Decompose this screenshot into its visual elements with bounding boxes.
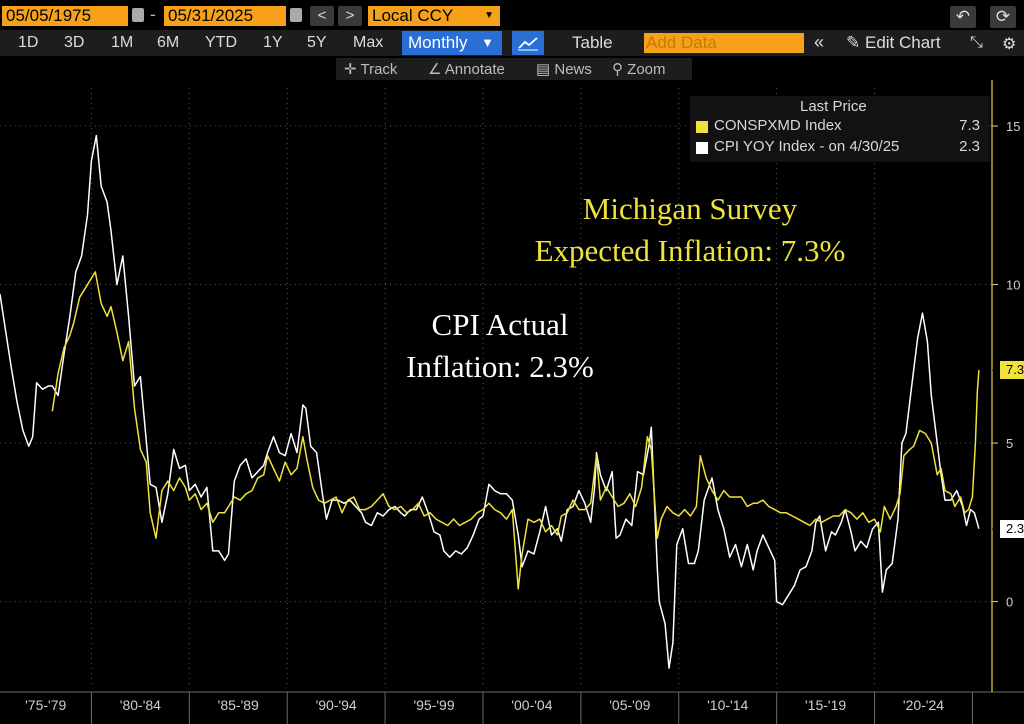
legend-swatch-cpi [696,142,708,154]
period-button-3d[interactable]: 3D [64,34,85,51]
cpi-annotation: CPI Actual Inflation: 2.3% [360,304,640,388]
period-button-max[interactable]: Max [353,34,384,51]
news-tool[interactable]: ▤ News [536,60,592,78]
period-toolbar: 1D 3D 1M 6M YTD 1Y 5Y Max Monthly ▼ Tabl… [0,30,1024,56]
line-chart-icon[interactable] [512,31,544,55]
currency-value: Local CCY [372,6,454,25]
expand-icon[interactable]: ⤡ [970,34,983,51]
annotate-label: Annotate [444,61,505,78]
x-tick-label: '15-'19 [805,697,846,713]
gear-icon[interactable]: ⚙ [1002,36,1017,53]
y-tick-label: 0 [1006,595,1013,610]
x-tick-label: '90-'94 [316,697,357,713]
date-separator: - [150,5,156,24]
y-tick-label: 5 [1006,436,1013,451]
news-icon: ▤ [536,61,551,78]
x-tick-label: '00-'04 [511,697,552,713]
news-label: News [554,61,592,78]
michigan-annotation: Michigan Survey Expected Inflation: 7.3% [490,188,890,272]
y-tick-label: 10 [1006,278,1020,293]
series-line-conspxmd-index [51,271,980,590]
x-tick-label: '05-'09 [609,697,650,713]
x-tick-label: '95-'99 [413,697,454,713]
legend: Last Price CONSPXMD Index 7.3 CPI YOY In… [690,96,990,162]
x-tick-label: '10-'14 [707,697,748,713]
zoom-label: Zoom [627,61,666,78]
chart-tools-bar: ✛ Track ∠ Annotate ▤ News ⚲ Zoom [336,58,692,80]
x-tick-label: '75-'79 [25,697,66,713]
start-date-input[interactable]: 05/05/1975 [2,6,128,26]
period-button-ytd[interactable]: YTD [205,34,237,51]
x-axis: '75-'79 '80-'84 '85-'89 '90-'94 '95-'99 '00-'… [0,691,1024,724]
legend-value-consp: 7.3 [959,117,980,134]
frequency-value: Monthly [408,33,468,52]
legend-name-cpi: CPI YOY Index - on 4/30/25 [714,138,900,155]
cpi-line-1: CPI Actual [431,307,569,342]
series-line-cpi-yoy-index [0,134,980,669]
edit-chart-label: Edit Chart [864,33,941,52]
collapse-icon[interactable]: « [814,32,825,52]
edit-chart-button[interactable]: ✎ Edit Chart [846,33,941,53]
chart-area[interactable]: '75-'79 '80-'84 '85-'89 '90-'94 '95-'99 '00-'… [0,80,1024,724]
frequency-select[interactable]: Monthly ▼ [402,31,502,55]
period-button-1y[interactable]: 1Y [263,34,283,51]
prev-period-button[interactable]: < [310,6,334,26]
period-button-5y[interactable]: 5Y [307,34,327,51]
chevron-down-icon: ▼ [481,35,494,50]
annotate-icon: ∠ [428,61,442,78]
period-button-6m[interactable]: 6M [157,34,180,51]
end-date-input[interactable]: 05/31/2025 [164,6,286,26]
x-tick-label: '85-'89 [218,697,259,713]
value-tag-consp: 7.3 [992,361,1024,380]
add-data-input[interactable]: Add Data [644,33,804,53]
track-tool[interactable]: ✛ Track [344,60,397,78]
currency-select[interactable]: Local CCY ▼ [368,6,500,26]
value-tag-cpi: 2.3 [992,519,1024,538]
line-chart-icon-glyph [518,37,538,51]
annotate-tool[interactable]: ∠ Annotate [428,60,505,78]
gridlines [0,88,992,684]
x-tick-label: '20-'24 [903,697,944,713]
end-calendar-icon[interactable] [290,8,302,22]
cpi-line-2: Inflation: 2.3% [406,349,594,384]
crosshair-icon: ✛ [344,61,357,78]
x-tick-label: '80-'84 [120,697,161,713]
pencil-icon: ✎ [846,33,861,52]
table-button[interactable]: Table [572,33,613,52]
michigan-line-1: Michigan Survey [582,191,798,226]
top-toolbar: 05/05/1975 - 05/31/2025 < > Local CCY ▼ … [0,0,1024,30]
start-calendar-icon[interactable] [132,8,144,22]
track-label: Track [360,61,398,78]
undo-icon[interactable]: ↶ [950,6,976,28]
legend-value-cpi: 2.3 [959,138,980,155]
zoom-tool[interactable]: ⚲ Zoom [612,60,666,78]
michigan-line-2: Expected Inflation: 7.3% [534,233,846,268]
legend-header: Last Price [800,98,867,115]
next-period-button[interactable]: > [338,6,362,26]
y-tick-label: 15 [1006,119,1020,134]
period-button-1d[interactable]: 1D [18,34,39,51]
legend-swatch-consp [696,121,708,133]
refresh-icon[interactable]: ⟳ [990,6,1016,28]
magnifier-icon: ⚲ [612,61,623,78]
legend-name-consp: CONSPXMD Index [714,117,842,134]
chevron-down-icon: ▼ [484,10,494,21]
y-axis: 15 10 5 0 [991,80,1020,692]
series-lines [0,134,980,669]
period-button-1m[interactable]: 1M [111,34,134,51]
